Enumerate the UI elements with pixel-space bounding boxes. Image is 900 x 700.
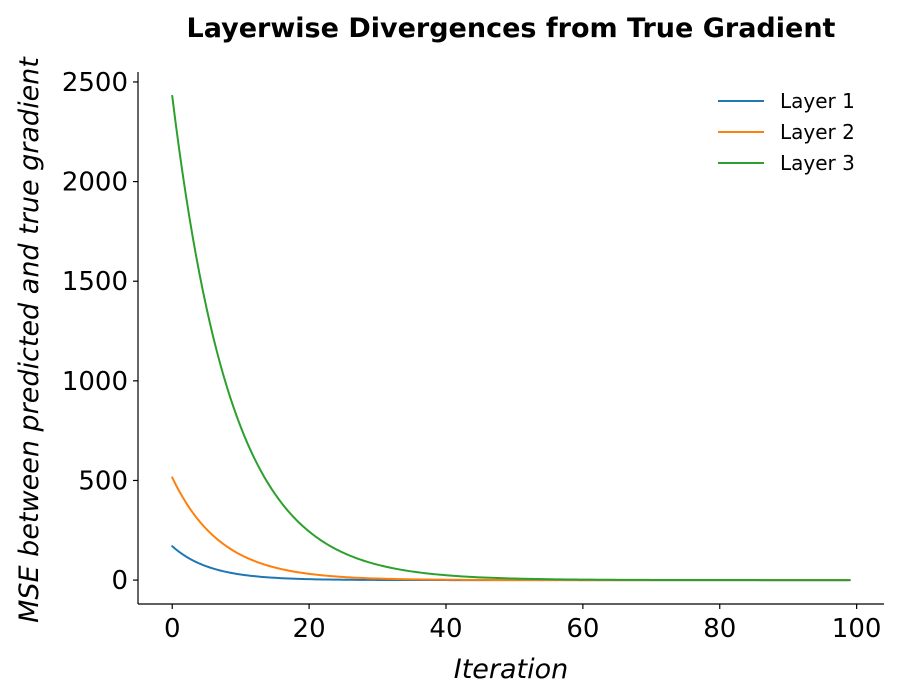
x-tick-label: 100 (832, 614, 882, 644)
x-tick-label: 40 (429, 614, 462, 644)
x-tick-label: 20 (293, 614, 326, 644)
y-tick-label: 1000 (62, 367, 128, 397)
series-line-layer-1 (171, 545, 851, 582)
y-axis-label: MSE between predicted and true gradient (14, 56, 45, 623)
x-axis-label: Iteration (454, 654, 569, 685)
series-line-layer-3 (171, 94, 851, 582)
y-tick-label: 1500 (62, 267, 128, 297)
y-tick-label: 2000 (62, 168, 128, 198)
y-tick-label: 500 (78, 466, 128, 496)
legend-label-layer-1: Layer 1 (780, 89, 855, 113)
plot-area (171, 94, 851, 582)
chart-title: Layerwise Divergences from True Gradient (187, 13, 836, 44)
legend-label-layer-2: Layer 2 (780, 120, 855, 144)
legend: Layer 1 Layer 2 Layer 3 (718, 89, 855, 175)
x-tick-label: 80 (703, 614, 736, 644)
x-tick-label: 60 (566, 614, 599, 644)
legend-label-layer-3: Layer 3 (780, 151, 855, 175)
x-tick-label: 0 (164, 614, 181, 644)
y-tick-label: 0 (111, 566, 128, 596)
y-tick-label: 2500 (62, 68, 128, 98)
